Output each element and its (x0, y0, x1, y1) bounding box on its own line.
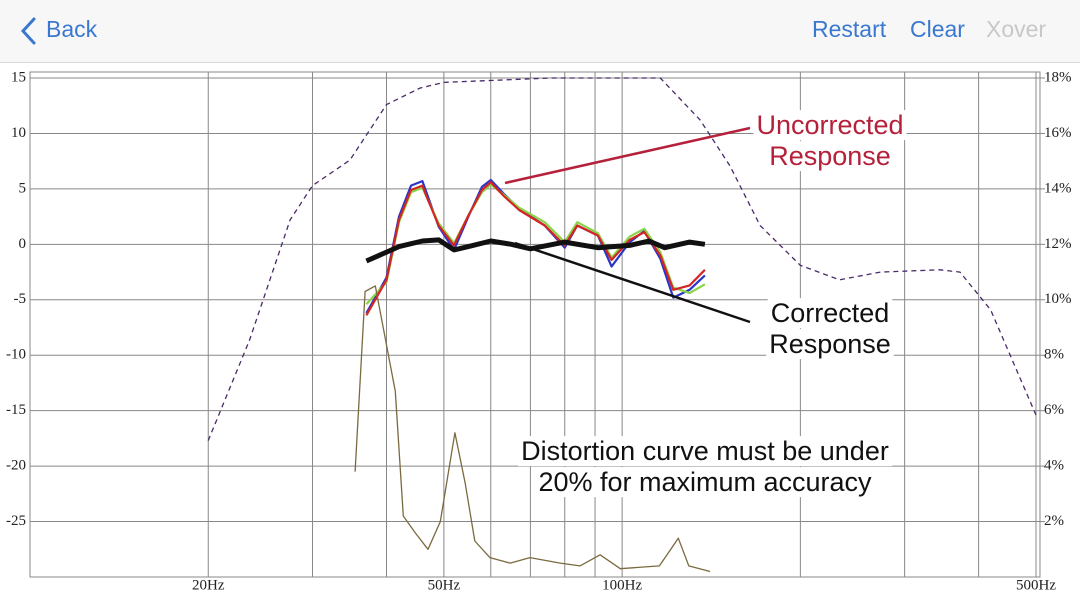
restart-button[interactable]: Restart (812, 16, 887, 42)
y-tick-label: 10 (11, 125, 26, 141)
series-line (365, 183, 706, 305)
annotation-pointer (504, 126, 751, 185)
x-tick-label: 100Hz (602, 577, 642, 593)
annotation-text: Response (769, 329, 891, 359)
annotation-bg (535, 467, 876, 498)
y2-tick-label: 18% (1044, 69, 1072, 85)
y2-tick-label: 12% (1044, 236, 1072, 252)
annotation-pointer (514, 241, 751, 324)
back-button[interactable]: Back (46, 16, 98, 42)
y2-tick-label: 10% (1044, 291, 1072, 307)
chart: 20Hz 50Hz 100Hz 500Hz 15 10 5 0 -5 -10 -15 -20 -25 18… (6, 69, 1072, 593)
annotation-text: Corrected (771, 298, 890, 328)
y-tick-label: -5 (14, 291, 27, 307)
clear-button[interactable]: Clear (910, 16, 965, 42)
y-tick-label: -20 (6, 458, 26, 474)
y-tick-label: -15 (6, 402, 26, 418)
x-tick-label: 50Hz (428, 577, 461, 593)
annotation-bg (766, 329, 894, 360)
y2-tick-label: 16% (1044, 125, 1072, 141)
series-line (365, 237, 706, 264)
annotation-text: Response (769, 141, 891, 171)
y2-tick-label: 4% (1044, 458, 1064, 474)
y2-tick-label: 6% (1044, 402, 1064, 418)
y-tick-label: 0 (19, 236, 27, 252)
annotation-bg (766, 141, 894, 172)
nav-bar: Back Restart Clear Xover (0, 0, 1080, 63)
plot-frame (29, 71, 1041, 578)
y-tick-label: -25 (6, 513, 26, 529)
back-chevron[interactable] (18, 16, 38, 46)
annotation-bg (767, 298, 893, 329)
annotation-text: Distortion curve must be under (521, 436, 889, 466)
annotation-bg (753, 110, 907, 141)
x-tick-label: 500Hz (1016, 577, 1056, 593)
series-line (354, 285, 711, 573)
y2-tick-label: 14% (1044, 180, 1072, 196)
series-line (207, 77, 1037, 441)
series-line (365, 181, 706, 316)
annotation-text: Uncorrected (756, 110, 903, 140)
annotation-text: 20% for maximum accuracy (538, 467, 872, 497)
xover-button: Xover (986, 16, 1047, 42)
y2-tick-label: 8% (1044, 347, 1064, 363)
x-tick-label: 20Hz (192, 577, 225, 593)
y-tick-label: -10 (6, 347, 26, 363)
y2-tick-label: 2% (1044, 513, 1064, 529)
y-tick-label: 15 (11, 69, 26, 85)
y-tick-label: 5 (19, 180, 27, 196)
annotation-bg (518, 436, 892, 467)
